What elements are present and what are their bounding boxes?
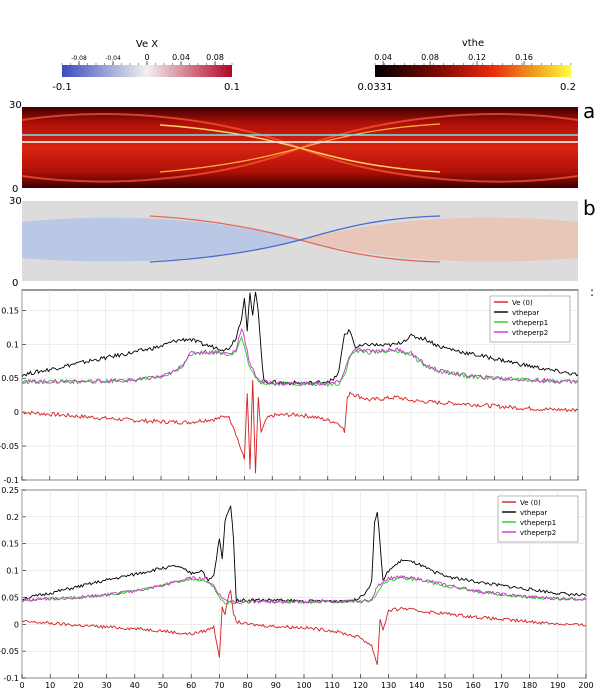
- colorbar-tick-label: 0.12: [468, 53, 486, 62]
- x-tick-label: 20: [73, 681, 83, 690]
- x-tick-label: 120: [353, 681, 368, 690]
- colorbar-vthe-min: 0.0331: [358, 82, 393, 93]
- legend-label: vtheperp1: [512, 319, 548, 327]
- legend-label: vtheperp1: [520, 519, 556, 527]
- series-line-ve-0-: [21, 379, 579, 474]
- colorbar-tick-label: 0.08: [421, 53, 439, 62]
- line-chart-1: -0.1 -0.05 0 0.05 0.1 0.15 Ve (0) vthepar vthepe…: [0, 289, 579, 485]
- x-tick-label: 170: [494, 681, 509, 690]
- colorbar-tick-label: 0.16: [515, 53, 533, 62]
- colorbar-ve-x-min: -0.1: [52, 82, 72, 93]
- x-tick-label: 90: [271, 681, 281, 690]
- y-tick-label: 0.15: [1, 540, 19, 549]
- x-tick-label: 130: [381, 681, 396, 690]
- colorbar-ve-x: Ve X -0.08 -0.04 0 0.04 0.08 -0.1 0.1: [52, 39, 240, 93]
- x-tick-label: 0: [19, 681, 24, 690]
- legend-box: [497, 495, 579, 543]
- panel-b-left-lobe: [22, 217, 300, 262]
- y-tick-label: -0.05: [0, 647, 19, 656]
- legend-label: vthepar: [520, 509, 547, 517]
- x-tick-label: 40: [130, 681, 140, 690]
- colorbar-ve-x-max: 0.1: [224, 82, 240, 93]
- y-tick-label: 0.05: [1, 374, 19, 383]
- y-tick-label: 0.1: [6, 567, 19, 576]
- legend-label: Ve (0): [520, 499, 541, 507]
- panel-b: 30 0 b :: [9, 196, 596, 299]
- panel-b-y-bottom: 0: [12, 278, 18, 289]
- y-tick-label: -0.05: [0, 442, 19, 451]
- panel-b-right-lobe: [300, 217, 578, 262]
- legend-label: Ve (0): [512, 299, 533, 307]
- y-tick-label: 0: [14, 620, 19, 629]
- y-tick-label: 0: [14, 408, 19, 417]
- series-line-vtheperp2: [21, 327, 579, 387]
- legend-label: vtheperp2: [520, 529, 556, 537]
- legend-label: vthepar: [512, 309, 539, 317]
- colorbar-tick-label: 0: [144, 53, 149, 62]
- colorbar-vthe: vthe 0.04 0.08 0.12 0.16 0.0331 0.2: [358, 38, 576, 93]
- x-tick-label: 190: [550, 681, 565, 690]
- panel-a: 30 0 a: [9, 99, 595, 195]
- colorbar-tick-label: 0.04: [172, 53, 190, 62]
- x-tick-label: 70: [214, 681, 224, 690]
- colorbar-vthe-ramp: [375, 65, 571, 77]
- x-tick-label: 200: [578, 681, 593, 690]
- series-line-ve-0-: [21, 589, 587, 666]
- colorbar-ve-x-title: Ve X: [136, 39, 158, 50]
- panel-a-letter: a: [583, 99, 595, 123]
- x-tick-label: 180: [522, 681, 537, 690]
- x-tick-label: 100: [296, 681, 311, 690]
- panel-a-y-bottom: 0: [12, 184, 18, 195]
- y-tick-label: 0.25: [1, 486, 19, 495]
- colorbar-vthe-max: 0.2: [560, 82, 576, 93]
- y-tick-label: -0.1: [3, 674, 19, 683]
- x-tick-label: 110: [325, 681, 340, 690]
- legend-label: vtheperp2: [512, 329, 548, 337]
- x-tick-label: 160: [466, 681, 481, 690]
- x-tick-label: 10: [45, 681, 55, 690]
- panel-a-y-top: 30: [9, 100, 22, 111]
- panel-colon: :: [590, 285, 594, 299]
- x-tick-label: 30: [102, 681, 112, 690]
- y-tick-label: 0.1: [6, 340, 19, 349]
- colorbar-tick-label: 0.04: [374, 53, 392, 62]
- x-tick-label: 50: [158, 681, 168, 690]
- panel-b-sheet-blue: [149, 215, 441, 263]
- y-tick-label: 0.05: [1, 593, 19, 602]
- x-tick-label: 60: [186, 681, 196, 690]
- panel-a-current-sheet-2: [159, 123, 441, 173]
- x-tick-label: 80: [243, 681, 253, 690]
- line-chart-2: -0.1 -0.05 0 0.05 0.1 0.15 0.2 0.25 0 10 20 30 40 50 6…: [0, 486, 594, 690]
- colorbar-vthe-title: vthe: [462, 38, 484, 49]
- colorbar-tick-label: -0.08: [71, 55, 87, 62]
- legend-box: [489, 295, 571, 343]
- panel-b-y-top: 30: [9, 196, 22, 207]
- x-tick-label: 140: [409, 681, 424, 690]
- y-tick-label: 0.2: [6, 513, 19, 522]
- y-tick-label: -0.1: [3, 476, 19, 485]
- colorbar-tick-label: -0.04: [105, 55, 121, 62]
- colorbar-ve-x-ramp: [62, 65, 232, 77]
- panel-b-letter: b: [583, 196, 596, 220]
- series-line-vtheperp2: [21, 574, 587, 605]
- x-tick-label: 150: [437, 681, 452, 690]
- colorbar-tick-label: 0.08: [206, 53, 224, 62]
- y-tick-label: 0.15: [1, 306, 19, 315]
